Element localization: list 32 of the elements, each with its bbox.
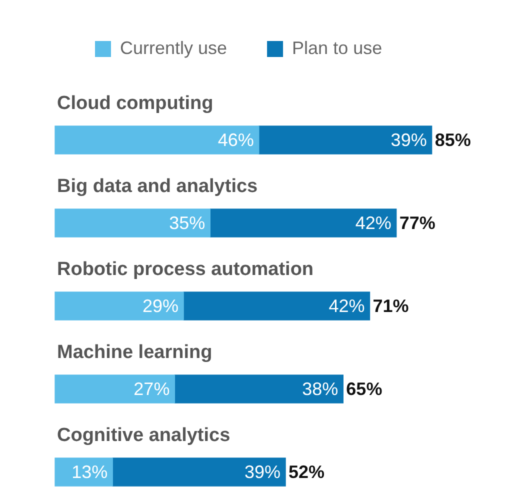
bar [258, 126, 432, 154]
y-tick-label: Machine learning [57, 342, 212, 364]
y-tick-label: Big data and analytics [57, 176, 258, 198]
data-label: 13% [72, 462, 108, 482]
bar [54, 292, 184, 320]
bar [54, 458, 113, 486]
data-label: 27% [134, 378, 170, 399]
data-label: 46% [218, 130, 254, 150]
bar [54, 126, 260, 154]
data-label: 38% [302, 378, 338, 399]
bar [210, 208, 397, 238]
total-label: 85% [434, 130, 471, 150]
total-label: 77% [399, 212, 436, 233]
bar [174, 374, 344, 404]
data-label: 35% [169, 212, 206, 233]
bar [183, 292, 370, 320]
bar [54, 374, 176, 404]
data-label: 42% [355, 212, 392, 233]
bar [112, 458, 286, 486]
legend-label: Plan to use [292, 38, 382, 58]
data-label: 29% [142, 296, 179, 316]
total-label: 65% [346, 378, 382, 399]
y-tick-label: Cloud computing [57, 93, 214, 114]
bar [54, 208, 210, 238]
data-label: 39% [390, 130, 427, 150]
y-tick-label: Robotic process automation [57, 259, 314, 280]
total-label: 52% [288, 462, 325, 482]
legend-label: Currently use [120, 38, 228, 58]
total-label: 71% [372, 296, 409, 316]
data-label: 39% [244, 462, 281, 482]
y-tick-label: Cognitive analytics [57, 425, 230, 446]
data-label: 42% [328, 296, 365, 316]
